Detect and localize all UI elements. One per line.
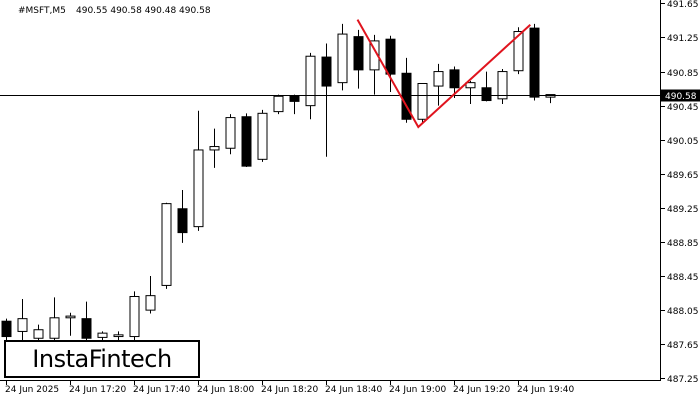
price-tick-label: 488.45	[667, 273, 699, 283]
time-tick-label: 24 Jun 2025	[5, 385, 59, 395]
candle	[65, 312, 76, 336]
candle-body-bearish	[241, 116, 252, 167]
candle-body-bullish	[49, 317, 60, 339]
candle-body-bullish	[337, 33, 348, 84]
brand-logo: InstaFintech	[4, 340, 200, 378]
current-price-tag-background	[661, 89, 700, 102]
price-tick-label: 490.45	[667, 103, 699, 113]
candle-body-bullish	[465, 82, 476, 89]
candle-body-bearish	[481, 87, 492, 102]
candle-body-bearish	[177, 208, 188, 234]
candle	[177, 190, 188, 243]
price-tick-label: 489.65	[667, 171, 699, 181]
time-tick-label: 24 Jun 19:00	[389, 385, 446, 395]
candle	[305, 52, 316, 120]
time-tick-label: 24 Jun 18:40	[325, 385, 382, 395]
candle-body-bullish	[113, 334, 124, 338]
candle	[113, 331, 124, 342]
candle	[257, 109, 268, 162]
candle-body-bullish	[33, 329, 44, 339]
candle	[273, 94, 284, 115]
candle-body-bearish	[81, 318, 92, 339]
candle-body-bullish	[65, 315, 76, 319]
price-tick-label: 489.25	[667, 205, 699, 215]
candle	[385, 35, 396, 93]
candle-body-bullish	[97, 332, 108, 338]
candle-body-bearish	[353, 36, 364, 71]
candle	[17, 299, 28, 340]
candle	[193, 110, 204, 231]
candle	[161, 202, 172, 289]
time-tick-label: 24 Jun 17:20	[69, 385, 126, 395]
candle-body-bearish	[1, 320, 12, 338]
price-tick-label: 491.25	[667, 34, 699, 44]
price-tick-label: 491.65	[667, 0, 699, 10]
double-top-pattern-line	[356, 19, 531, 129]
candle	[289, 94, 300, 115]
candle-body-bullish	[305, 55, 316, 107]
candle	[353, 29, 364, 89]
candle-body-bullish	[129, 296, 140, 338]
candle	[225, 114, 236, 155]
current-price-tag: 490.58	[661, 89, 700, 102]
candle	[529, 23, 540, 101]
current-price-tag-label: 490.58	[665, 92, 697, 102]
candle	[209, 128, 220, 168]
time-tick-label: 24 Jun 19:40	[517, 385, 574, 395]
candle	[129, 291, 140, 342]
candle-body-bullish	[17, 318, 28, 332]
chart-ohlc-label: 490.55 490.58 490.48 490.58	[76, 6, 211, 16]
time-tick-label: 24 Jun 18:00	[197, 385, 254, 395]
candle-body-bullish	[273, 95, 284, 113]
price-axis: 491.65 491.25 490.85 490.45 490.05 489.65 489.…	[660, 0, 699, 385]
candle-body-bullish	[145, 295, 156, 311]
candle-body-bullish	[513, 31, 524, 72]
price-tick-label: 490.05	[667, 137, 699, 147]
candle	[417, 82, 428, 124]
candle-body-bearish	[385, 38, 396, 75]
candle	[81, 301, 92, 344]
price-tick-label: 488.05	[667, 307, 699, 317]
price-tick-label: 490.85	[667, 69, 699, 79]
candle	[241, 113, 252, 167]
candle-body-bullish	[193, 149, 204, 228]
chart-symbol-label: #MSFT,M5	[18, 6, 66, 16]
candle-body-bearish	[321, 56, 332, 87]
candle-body-bullish	[225, 117, 236, 149]
candles-layer	[1, 23, 556, 353]
candle-body-bullish	[257, 112, 268, 160]
candle	[433, 63, 444, 106]
candle-body-bearish	[289, 95, 300, 102]
candle-body-bearish	[529, 27, 540, 98]
candle	[145, 276, 156, 314]
price-tick-label: 487.65	[667, 341, 699, 351]
brand-logo-text: InstaFintech	[32, 345, 172, 373]
time-tick-label: 24 Jun 17:40	[133, 385, 190, 395]
candle-body-bullish	[497, 71, 508, 100]
candle-body-bullish	[161, 203, 172, 286]
candle	[369, 34, 380, 95]
candle	[321, 43, 332, 157]
candle-body-bullish	[417, 82, 428, 120]
candle	[1, 318, 12, 345]
price-tick-label: 487.25	[667, 375, 699, 385]
price-tick-label: 488.85	[667, 239, 699, 249]
candle-body-bullish	[433, 71, 444, 87]
candle	[49, 297, 60, 345]
candle	[337, 23, 348, 91]
time-tick-label: 24 Jun 19:20	[453, 385, 510, 395]
time-tick-label: 24 Jun 18:20	[261, 385, 318, 395]
candle-body-bullish	[369, 40, 380, 71]
candle-body-bullish	[209, 146, 220, 151]
candle	[465, 80, 476, 104]
candle	[497, 69, 508, 104]
time-axis: 24 Jun 2025 24 Jun 17:20 24 Jun 17:40 24 Ju…	[5, 380, 574, 395]
candle	[481, 71, 492, 102]
candle-body-bearish	[449, 69, 460, 89]
